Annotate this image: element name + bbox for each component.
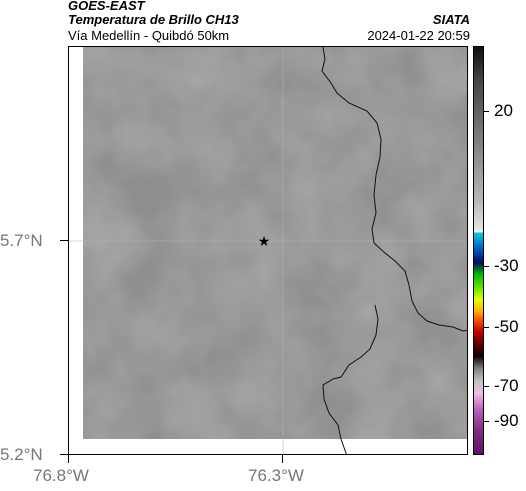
boundary-line-east xyxy=(321,47,467,332)
x-tick-label-76.8W: 76.8°W xyxy=(33,466,89,485)
x-tick-label-76.3W: 76.3°W xyxy=(248,466,304,485)
y-tick-label-5.7N: 5.7°N xyxy=(0,231,43,250)
colorbar xyxy=(473,46,484,455)
colorbar-label-minus90: -90 xyxy=(494,411,519,430)
map-panel: ★ xyxy=(68,46,468,455)
colorbar-label-minus30: -30 xyxy=(494,256,519,275)
colorbar-tick xyxy=(484,421,489,422)
location-star-icon: ★ xyxy=(258,234,271,250)
datetime-label: 2024-01-22 20:59 xyxy=(367,28,470,43)
colorbar-tick xyxy=(484,111,489,112)
y-tick-mark xyxy=(60,454,68,455)
product-title: Temperatura de Brillo CH13 xyxy=(68,12,239,27)
satellite-title: GOES-EAST xyxy=(68,0,145,13)
temperature-texture-dark xyxy=(83,47,467,439)
region-subtitle: Vía Medellín - Quibdó 50km xyxy=(68,28,230,43)
y-tick-label-5.2N: 5.2°N xyxy=(0,445,43,464)
boundary-line-south xyxy=(322,304,379,454)
organization-label: SIATA xyxy=(432,12,470,27)
y-tick-mark xyxy=(60,240,68,241)
colorbar-tick xyxy=(484,386,489,387)
colorbar-tick xyxy=(484,327,489,328)
colorbar-label-minus50: -50 xyxy=(494,317,519,336)
x-tick-mark xyxy=(68,455,69,463)
colorbar-tick xyxy=(484,266,489,267)
brightness-temperature-map: ★ xyxy=(69,47,467,454)
colorbar-label-minus70: -70 xyxy=(494,376,519,395)
colorbar-label-20: 20 xyxy=(494,101,513,120)
x-tick-mark xyxy=(282,455,283,463)
